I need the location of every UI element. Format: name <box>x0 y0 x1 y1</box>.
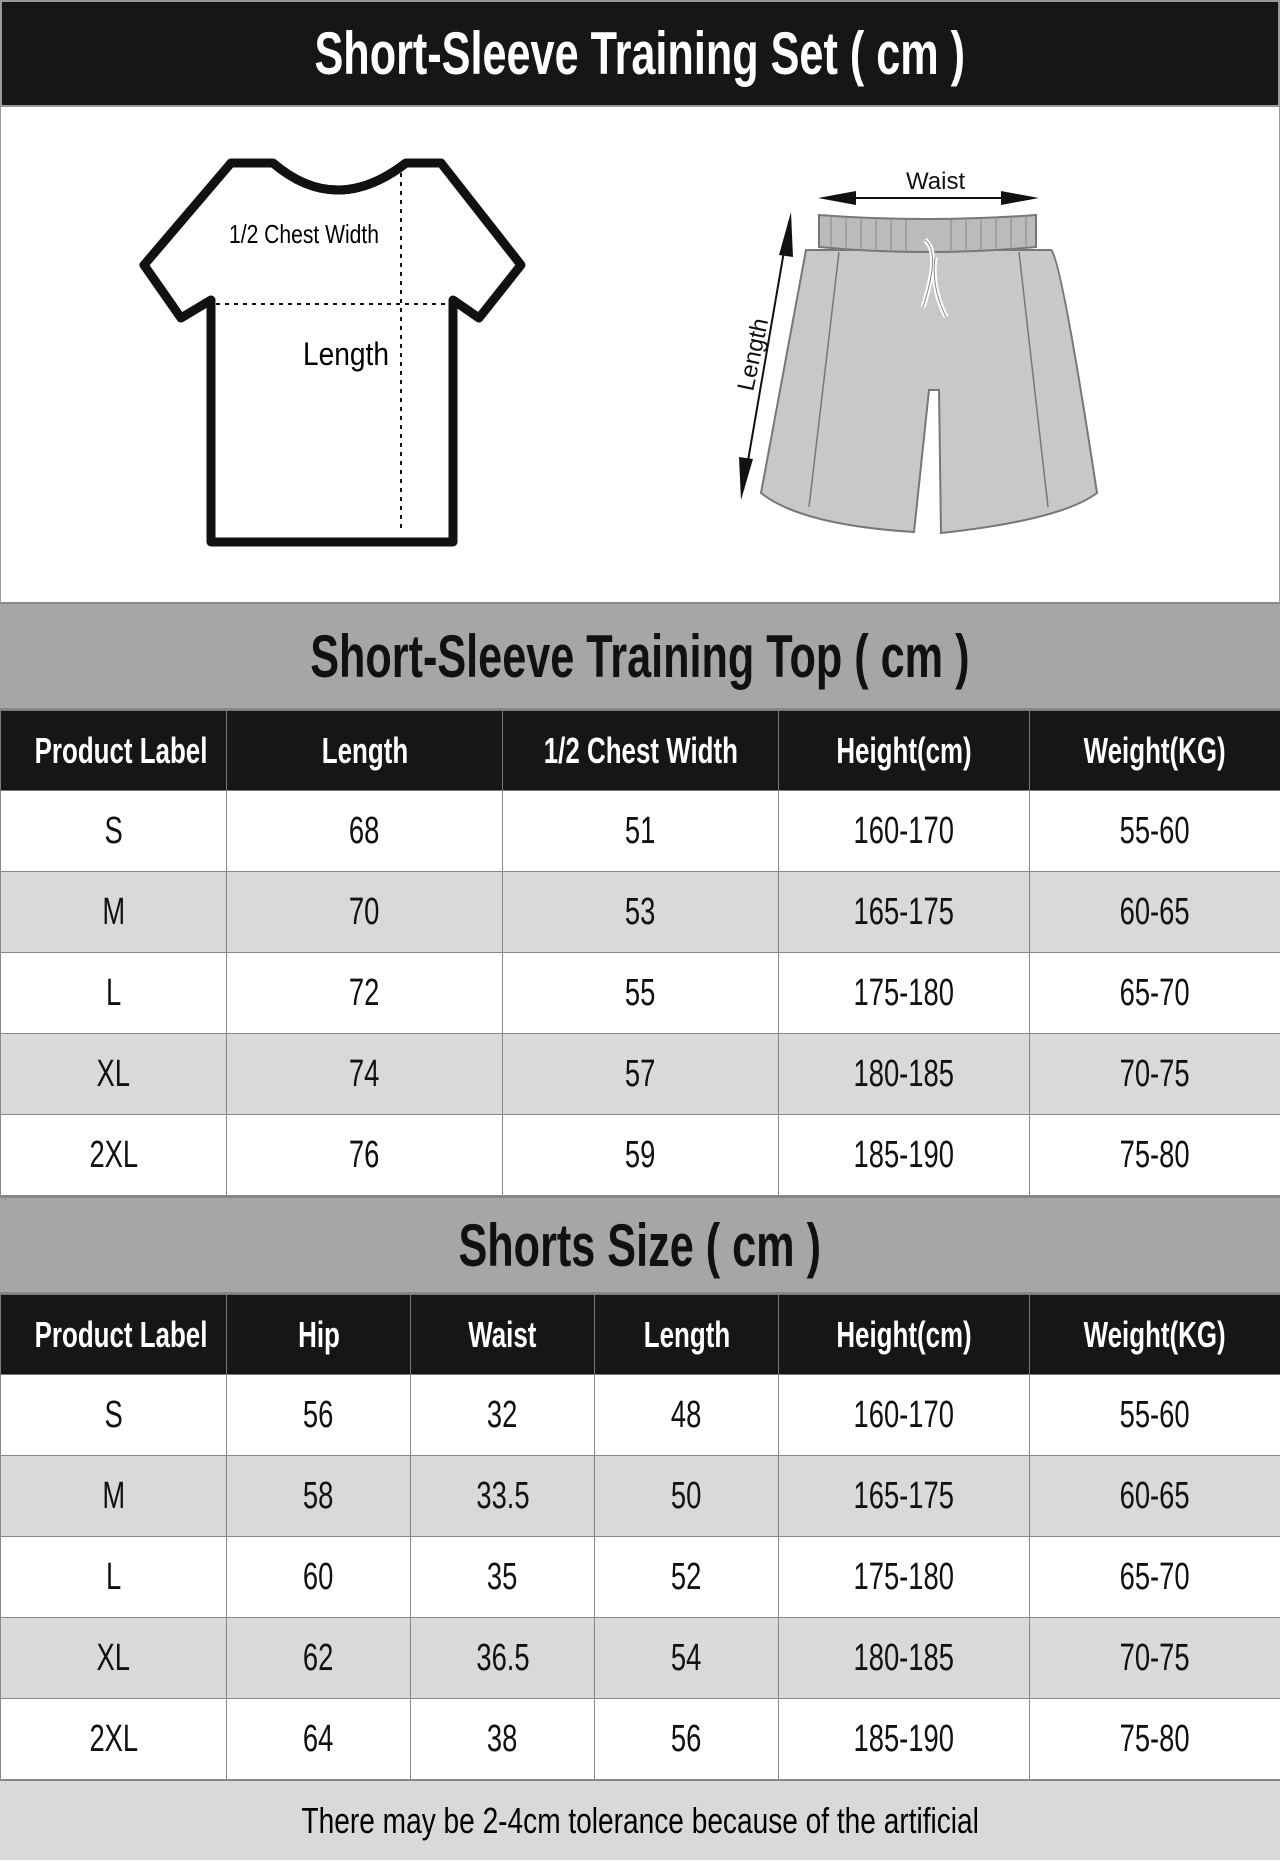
column-header: Product Label <box>0 1294 227 1375</box>
table-row: M 58 33.5 50 165-175 60-65 <box>0 1455 1280 1537</box>
tolerance-note: There may be 2-4cm tolerance because of … <box>0 1780 1280 1860</box>
top-size-table: Product Label Length 1/2 Chest Width Hei… <box>0 710 1280 1196</box>
table-cell: 35 <box>410 1536 595 1618</box>
page-title-banner: Short-Sleeve Training Set ( cm ) <box>0 0 1280 107</box>
table-cell: 36.5 <box>410 1617 595 1699</box>
column-header: Height(cm) <box>778 710 1030 791</box>
column-header: Waist <box>410 1294 595 1375</box>
table-cell: 33.5 <box>410 1455 595 1537</box>
table-cell: 55 <box>502 952 779 1034</box>
garment-illustration: 1/2 Chest Width Length Waist Length <box>139 158 1099 547</box>
table-cell: 51 <box>502 790 779 872</box>
table-cell: 75-80 <box>1029 1114 1280 1196</box>
table-header-row: Product Label Hip Waist Length Height(cm… <box>0 1294 1280 1375</box>
table-cell: 38 <box>410 1698 595 1780</box>
shorts-size-table: Product Label Hip Waist Length Height(cm… <box>0 1294 1280 1780</box>
table-cell: 160-170 <box>778 1374 1030 1456</box>
top-table-title: Short-Sleeve Training Top ( cm ) <box>310 622 970 690</box>
table-cell: L <box>0 1536 227 1618</box>
table-cell: M <box>0 871 227 953</box>
top-table-title-bar: Short-Sleeve Training Top ( cm ) <box>0 602 1280 710</box>
shorts-length-label: Length <box>732 316 774 393</box>
page-title: Short-Sleeve Training Set ( cm ) <box>314 20 966 87</box>
shirt-length-label: Length <box>303 336 389 372</box>
table-cell: 60-65 <box>1029 871 1280 953</box>
table-row: S 56 32 48 160-170 55-60 <box>0 1374 1280 1456</box>
table-cell: L <box>0 952 227 1034</box>
table-cell: XL <box>0 1617 227 1699</box>
table-cell: 76 <box>226 1114 503 1196</box>
table-cell: 175-180 <box>778 1536 1030 1618</box>
column-header: Height(cm) <box>778 1294 1030 1375</box>
table-cell: 52 <box>594 1536 779 1618</box>
table-cell: 65-70 <box>1029 952 1280 1034</box>
table-cell: 165-175 <box>778 871 1030 953</box>
table-cell: 70 <box>226 871 503 953</box>
table-row: L 72 55 175-180 65-70 <box>0 952 1280 1034</box>
table-cell: 62 <box>226 1617 411 1699</box>
column-header: 1/2 Chest Width <box>502 710 779 791</box>
table-cell: 64 <box>226 1698 411 1780</box>
column-header: Length <box>594 1294 779 1375</box>
tshirt-icon: 1/2 Chest Width Length <box>139 158 526 547</box>
table-cell: 70-75 <box>1029 1033 1280 1115</box>
table-cell: 55-60 <box>1029 790 1280 872</box>
table-cell: 75-80 <box>1029 1698 1280 1780</box>
table-cell: 180-185 <box>778 1033 1030 1115</box>
column-header: Weight(KG) <box>1029 1294 1280 1375</box>
table-cell: 185-190 <box>778 1698 1030 1780</box>
shorts-icon: Waist Length <box>732 168 1099 535</box>
table-cell: 32 <box>410 1374 595 1456</box>
table-cell: 185-190 <box>778 1114 1030 1196</box>
table-cell: 48 <box>594 1374 779 1456</box>
table-cell: 59 <box>502 1114 779 1196</box>
table-row: 2XL 76 59 185-190 75-80 <box>0 1114 1280 1196</box>
table-cell: 57 <box>502 1033 779 1115</box>
table-cell: 2XL <box>0 1698 227 1780</box>
table-cell: 55-60 <box>1029 1374 1280 1456</box>
table-cell: 53 <box>502 871 779 953</box>
table-cell: 60-65 <box>1029 1455 1280 1537</box>
table-cell: 65-70 <box>1029 1536 1280 1618</box>
table-cell: 72 <box>226 952 503 1034</box>
table-cell: S <box>0 790 227 872</box>
table-cell: 70-75 <box>1029 1617 1280 1699</box>
table-cell: 2XL <box>0 1114 227 1196</box>
table-cell: 165-175 <box>778 1455 1030 1537</box>
chest-width-label: 1/2 Chest Width <box>229 219 379 249</box>
table-cell: 58 <box>226 1455 411 1537</box>
column-header: Weight(KG) <box>1029 710 1280 791</box>
table-header-row: Product Label Length 1/2 Chest Width Hei… <box>0 710 1280 791</box>
table-cell: 180-185 <box>778 1617 1030 1699</box>
table-cell: 60 <box>226 1536 411 1618</box>
table-cell: S <box>0 1374 227 1456</box>
shorts-table-title-bar: Shorts Size ( cm ) <box>0 1196 1280 1294</box>
table-cell: 50 <box>594 1455 779 1537</box>
waist-label: Waist <box>906 168 965 195</box>
table-cell: 68 <box>226 790 503 872</box>
measurement-diagram: 1/2 Chest Width Length Waist Length <box>0 107 1280 602</box>
column-header: Hip <box>226 1294 411 1375</box>
table-row: L 60 35 52 175-180 65-70 <box>0 1536 1280 1618</box>
table-row: M 70 53 165-175 60-65 <box>0 871 1280 953</box>
table-row: XL 74 57 180-185 70-75 <box>0 1033 1280 1115</box>
table-cell: 54 <box>594 1617 779 1699</box>
table-cell: 56 <box>594 1698 779 1780</box>
table-cell: 74 <box>226 1033 503 1115</box>
table-row: S 68 51 160-170 55-60 <box>0 790 1280 872</box>
table-cell: 56 <box>226 1374 411 1456</box>
column-header: Product Label <box>0 710 227 791</box>
table-cell: M <box>0 1455 227 1537</box>
shorts-table-title: Shorts Size ( cm ) <box>458 1211 822 1279</box>
column-header: Length <box>226 710 503 791</box>
table-row: 2XL 64 38 56 185-190 75-80 <box>0 1698 1280 1780</box>
table-cell: 160-170 <box>778 790 1030 872</box>
table-cell: XL <box>0 1033 227 1115</box>
table-cell: 175-180 <box>778 952 1030 1034</box>
table-row: XL 62 36.5 54 180-185 70-75 <box>0 1617 1280 1699</box>
